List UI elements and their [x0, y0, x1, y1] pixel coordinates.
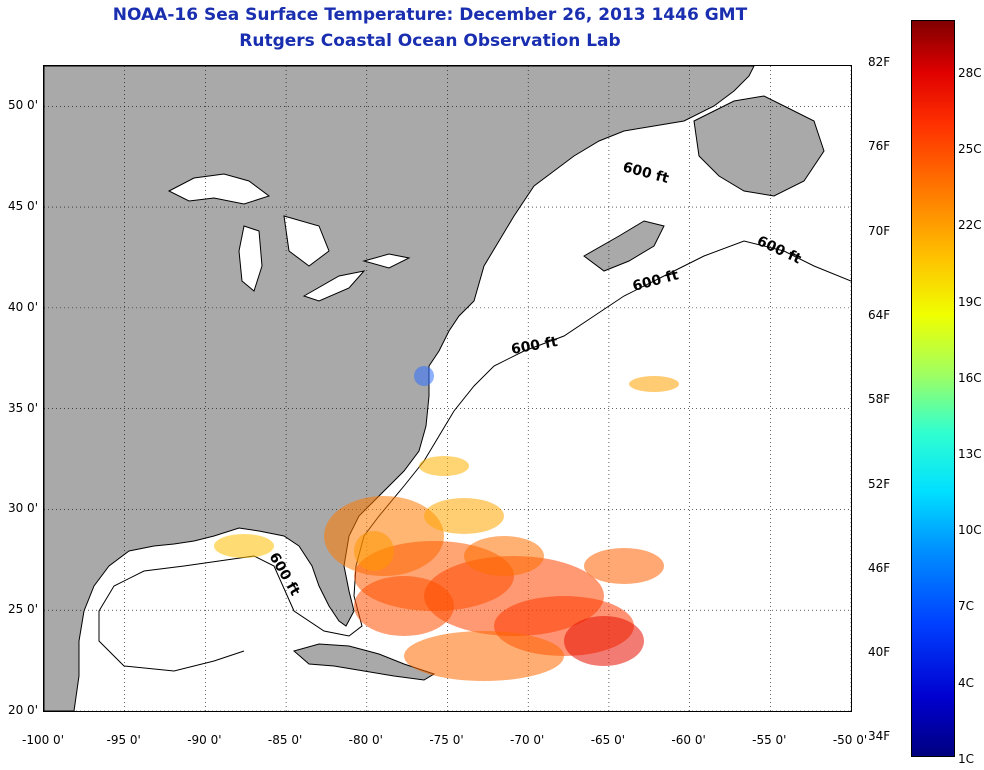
colorbar-f-label: 40F [868, 645, 891, 660]
lake-ontario [362, 253, 411, 269]
isobath-label: 600 ft [510, 334, 559, 358]
map-title: NOAA-16 Sea Surface Temperature: Decembe… [112, 5, 748, 25]
x-tick-label: -70 0' [510, 733, 545, 747]
colorbar-f-label: 46F [868, 560, 891, 575]
y-tick-label: 50 0' [7, 98, 38, 113]
x-tick-label: -55 0' [752, 733, 787, 747]
colorbar-c-label: 13C [958, 447, 982, 461]
sst-map: 600 ft 600 ft 600 ft 600 ft 600 ft [43, 65, 852, 712]
x-tick-label: -80 0' [348, 733, 383, 747]
x-tick-label: -95 0' [106, 733, 141, 747]
sst-patch [629, 376, 679, 392]
isobath-label: 600 ft [754, 233, 804, 267]
y-tick-label: 40 0' [7, 299, 38, 314]
temperature-colorbar [911, 20, 955, 757]
y-tick-label: 25 0' [7, 602, 38, 617]
colorbar-c-label: 19C [958, 294, 982, 309]
sst-patch [564, 616, 644, 666]
land-newfoundland [693, 95, 825, 197]
colorbar-c-label: 16C [958, 370, 982, 385]
colorbar-c-label: 22C [958, 218, 982, 233]
sst-patch [354, 531, 394, 571]
colorbar-f-label: 52F [868, 476, 891, 491]
y-tick-label: 35 0' [7, 400, 38, 415]
map-canvas: 600 ft 600 ft 600 ft 600 ft 600 ft [44, 66, 851, 711]
colorbar-c-label: 7C [958, 599, 975, 614]
x-tick-label: -85 0' [267, 733, 303, 747]
sst-patch [419, 456, 469, 476]
y-tick-label: 30 0' [7, 501, 38, 516]
colorbar-f-label: 76F [868, 139, 891, 154]
lake-huron [283, 215, 330, 267]
x-tick-label: -90 0' [187, 733, 222, 747]
sst-data-patches [214, 366, 679, 681]
colorbar-c-label: 4C [958, 675, 975, 690]
sst-patch [584, 548, 664, 584]
lake-erie [302, 270, 366, 302]
sst-patch [424, 498, 504, 534]
sst-patch [354, 576, 454, 636]
isobath-label: 600 ft [631, 267, 681, 295]
x-tick-label: -50 0' [832, 733, 868, 747]
colorbar-c-label: 28C [958, 66, 982, 80]
colorbar-c-label: 10C [958, 523, 982, 538]
isobath-label: 600 ft [266, 550, 303, 599]
lake-michigan [238, 225, 263, 292]
sst-patch [464, 536, 544, 576]
map-subtitle: Rutgers Coastal Ocean Observation Lab [239, 31, 621, 51]
colorbar-f-label: 58F [868, 392, 891, 407]
colorbar-c-label: 1C [958, 751, 975, 766]
sst-patch [414, 366, 434, 386]
x-tick-label: -65 0' [590, 733, 626, 747]
colorbar-f-label: 34F [868, 729, 891, 744]
lake-superior [167, 173, 271, 205]
x-tick-label: -60 0' [671, 733, 706, 747]
colorbar-c-label: 25C [958, 142, 982, 157]
y-tick-label: 45 0' [7, 199, 38, 214]
y-tick-label: 20 0' [7, 703, 38, 717]
land-nova-scotia [583, 220, 665, 272]
x-tick-label: -75 0' [429, 733, 464, 747]
colorbar-f-label: 64F [868, 307, 891, 322]
x-tick-label: -100 0' [22, 733, 64, 747]
sst-patch [214, 534, 274, 558]
land-cuba [292, 643, 436, 681]
colorbar-f-label: 70F [868, 223, 891, 238]
grid-lines [44, 66, 851, 711]
colorbar-f-label: 82F [868, 55, 891, 69]
isobath-label: 600 ft [621, 159, 671, 187]
sst-patch [404, 631, 564, 681]
